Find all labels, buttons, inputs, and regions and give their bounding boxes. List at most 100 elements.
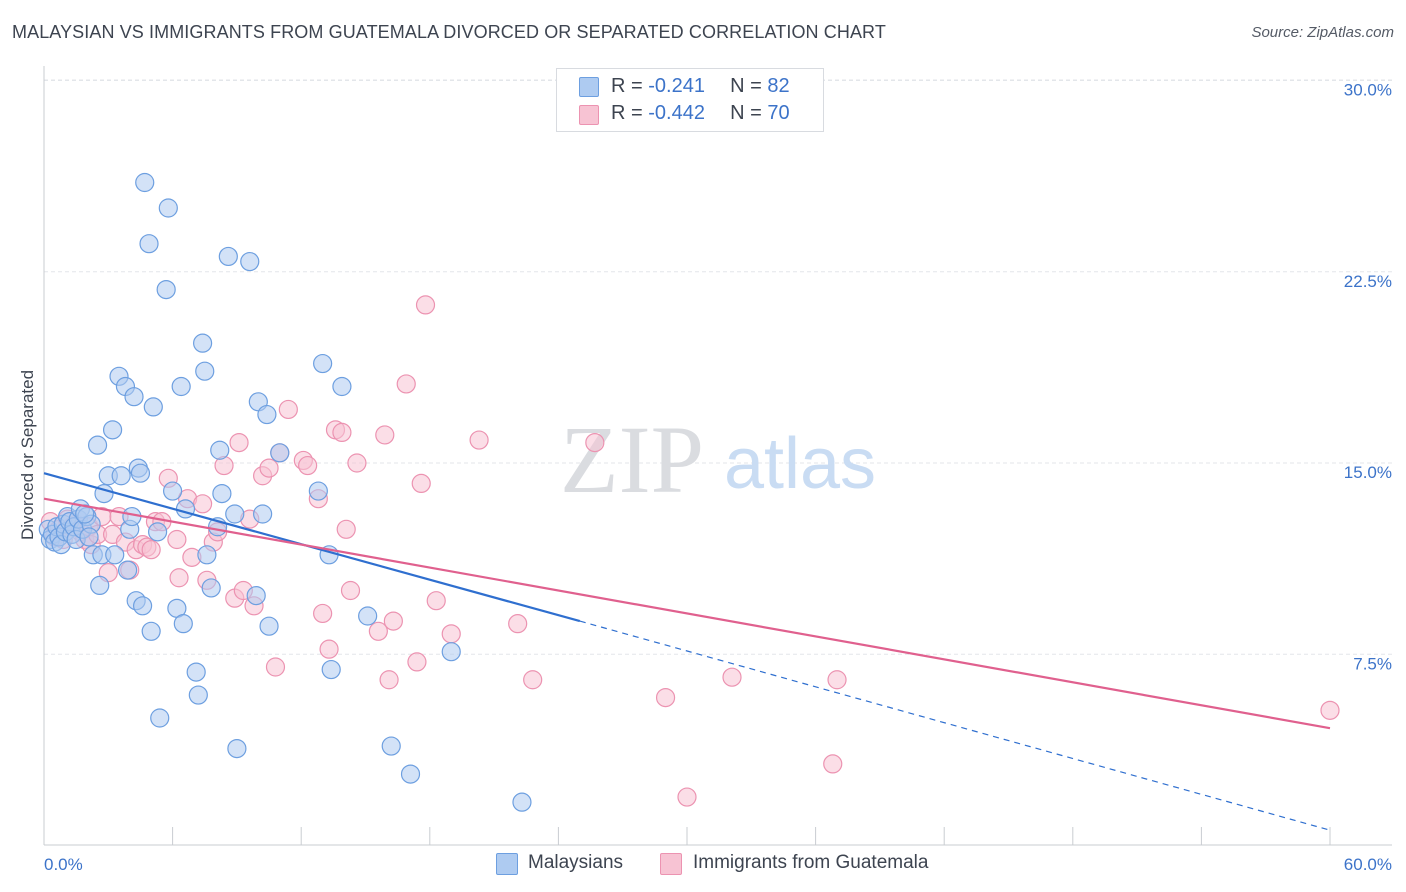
trendline-malaysians-extension xyxy=(579,620,1331,831)
point-malaysians xyxy=(270,443,290,463)
point-guatemala xyxy=(229,433,249,453)
point-malaysians xyxy=(132,596,153,616)
point-malaysians xyxy=(163,481,183,501)
legend-swatch-guatemala xyxy=(579,105,599,125)
series-legend-swatch-guatemala xyxy=(660,853,682,875)
point-malaysians xyxy=(139,234,159,254)
series-legend-swatch-malaysians xyxy=(496,853,518,875)
point-malaysians xyxy=(225,504,245,524)
legend-r-value: -0.442 xyxy=(648,102,705,124)
point-guatemala xyxy=(411,473,431,493)
y-tick-label: 7.5% xyxy=(1353,654,1392,673)
point-malaysians xyxy=(147,522,168,542)
point-guatemala xyxy=(407,652,427,672)
point-malaysians xyxy=(358,606,378,626)
point-malaysians xyxy=(210,440,230,460)
point-guatemala xyxy=(336,519,356,539)
point-guatemala xyxy=(169,568,189,588)
point-malaysians xyxy=(117,560,138,580)
legend-r-label: R = xyxy=(611,75,649,97)
point-guatemala xyxy=(508,614,528,634)
point-malaysians xyxy=(130,463,151,483)
point-guatemala xyxy=(313,603,333,624)
chart-title: MALAYSIAN VS IMMIGRANTS FROM GUATEMALA D… xyxy=(12,22,886,42)
axes-layer xyxy=(43,66,1392,846)
point-malaysians xyxy=(441,642,461,662)
trend-layer xyxy=(43,472,1331,831)
point-guatemala xyxy=(375,425,395,445)
series-legend: Malaysians Immigrants from Guatemala xyxy=(0,852,1406,878)
correlation-legend: R = -0.241 N = 82 R = -0.442 N = 70 xyxy=(556,68,824,132)
point-guatemala xyxy=(827,670,847,690)
tick-labels: 7.5% 15.0% 22.5% 30.0% 0.0% 60.0% xyxy=(44,81,1392,875)
point-malaysians xyxy=(218,246,238,267)
point-malaysians xyxy=(175,499,196,519)
point-malaysians xyxy=(308,481,328,501)
legend-n-value: 70 xyxy=(767,102,790,124)
point-malaysians xyxy=(321,659,341,680)
point-guatemala xyxy=(523,670,543,690)
point-malaysians xyxy=(400,764,421,784)
point-guatemala xyxy=(347,453,367,473)
watermark-zip: ZIP xyxy=(560,406,704,513)
point-malaysians xyxy=(512,792,532,812)
watermark: ZIP atlas xyxy=(560,406,876,513)
point-malaysians xyxy=(102,420,123,440)
point-malaysians xyxy=(227,738,247,759)
point-malaysians xyxy=(188,685,208,705)
point-malaysians xyxy=(259,616,279,636)
point-guatemala xyxy=(823,754,843,774)
point-guatemala xyxy=(141,540,161,560)
point-malaysians xyxy=(240,251,260,272)
point-malaysians xyxy=(313,353,333,374)
point-guatemala xyxy=(298,455,318,476)
point-guatemala xyxy=(426,591,446,611)
legend-n-label: N = xyxy=(730,75,768,97)
point-guatemala xyxy=(319,639,339,659)
point-malaysians xyxy=(195,361,215,381)
y-tick-label: 30.0% xyxy=(1344,81,1392,100)
point-malaysians xyxy=(193,333,213,353)
point-malaysians xyxy=(156,280,176,300)
x-tick-label-min: 0.0% xyxy=(44,855,83,874)
legend-n-value: 82 xyxy=(767,75,790,97)
point-malaysians xyxy=(79,527,99,547)
point-malaysians xyxy=(246,585,266,606)
point-malaysians xyxy=(111,466,131,486)
point-malaysians xyxy=(171,376,191,397)
point-guatemala xyxy=(379,670,399,690)
legend-n-label: N = xyxy=(730,102,768,124)
point-malaysians xyxy=(197,545,217,565)
point-guatemala xyxy=(441,624,461,644)
point-malaysians xyxy=(253,504,273,524)
point-malaysians xyxy=(173,614,193,634)
point-guatemala xyxy=(415,295,436,315)
y-tick-label: 22.5% xyxy=(1344,272,1392,291)
point-guatemala xyxy=(722,667,742,687)
series-legend-guatemala: Immigrants from Guatemala xyxy=(693,852,929,873)
point-guatemala xyxy=(265,657,286,677)
point-guatemala xyxy=(585,433,605,453)
point-malaysians xyxy=(201,578,221,598)
point-guatemala xyxy=(167,529,187,550)
point-guatemala xyxy=(469,430,489,450)
point-malaysians xyxy=(257,404,277,425)
grid-layer xyxy=(44,79,1392,655)
point-guatemala xyxy=(259,458,279,478)
point-malaysians xyxy=(150,708,170,728)
point-guatemala xyxy=(396,374,416,394)
legend-row-guatemala: R = -0.442 N = 70 xyxy=(611,102,790,125)
point-malaysians xyxy=(90,575,110,596)
point-guatemala xyxy=(278,399,298,420)
legend-r-value: -0.241 xyxy=(648,75,705,97)
point-guatemala xyxy=(677,787,697,807)
trendline-guatemala xyxy=(43,497,1331,730)
source-credit: Source: ZipAtlas.com xyxy=(1251,24,1394,41)
legend-swatch-malaysians xyxy=(579,77,599,97)
watermark-atlas: atlas xyxy=(724,424,876,504)
point-guatemala xyxy=(193,494,213,514)
points-layer xyxy=(38,172,1340,812)
point-malaysians xyxy=(381,736,401,756)
point-malaysians xyxy=(212,484,232,504)
